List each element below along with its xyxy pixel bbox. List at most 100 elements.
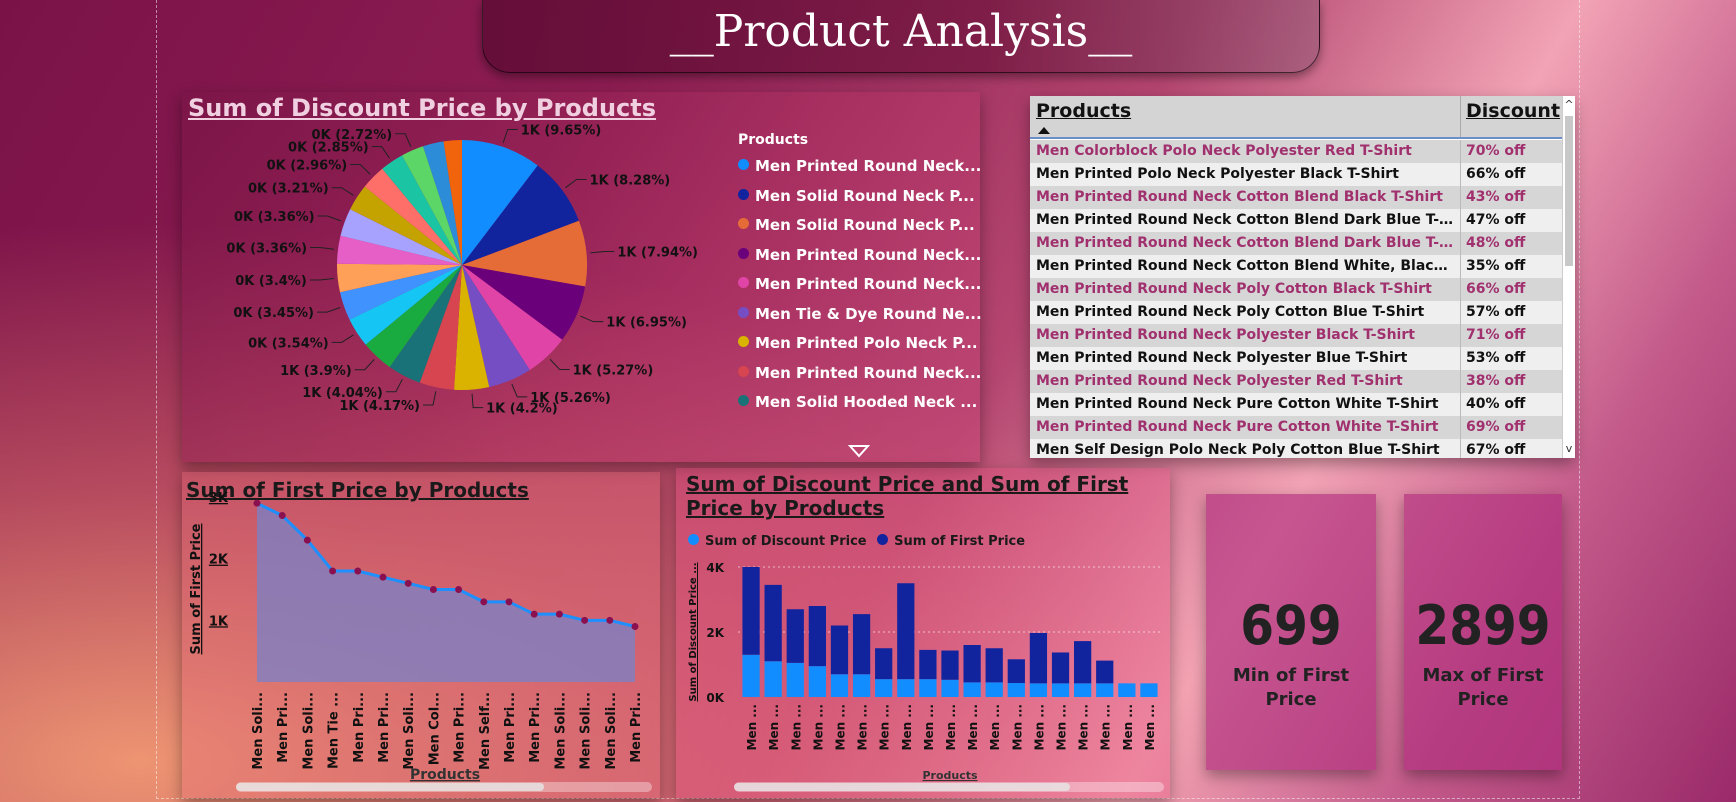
bar-first-price[interactable]	[963, 645, 981, 683]
pie-legend-item[interactable]: Men Printed Polo Neck P...	[738, 334, 978, 352]
bar-first-price[interactable]	[1029, 632, 1048, 684]
bar-first-price[interactable]	[764, 584, 782, 662]
data-point[interactable]	[253, 499, 261, 507]
bar-first-price[interactable]	[1007, 659, 1025, 684]
pie-chart[interactable]: 1K (9.65%) 1K (8.28%) 1K (7.94%) 1K (6.95%)…	[182, 92, 742, 462]
table-row[interactable]: Men Printed Round Neck Cotton Blend Blac…	[1030, 186, 1562, 209]
table-row[interactable]: Men Printed Round Neck Poly Cotton Black…	[1030, 278, 1562, 301]
pie-slice[interactable]	[337, 263, 462, 293]
column-header-products[interactable]: Products	[1036, 100, 1132, 122]
bar-discount-price[interactable]	[1007, 683, 1025, 697]
bar-discount-price[interactable]	[1029, 683, 1048, 697]
bar-first-price[interactable]	[985, 648, 1003, 683]
bar-first-price[interactable]	[941, 650, 959, 680]
table-row[interactable]: Men Printed Round Neck Cotton Blend Whit…	[1030, 255, 1562, 278]
data-point[interactable]	[329, 567, 337, 575]
pie-slice[interactable]	[389, 265, 462, 383]
pie-slice[interactable]	[364, 168, 462, 265]
combined-price-bar-chart[interactable]: 0K 2K 4K Sum of Discount Price ... Men ... Me…	[676, 468, 1170, 798]
bar-discount-price[interactable]	[808, 666, 826, 697]
bar-first-price[interactable]	[1074, 641, 1092, 684]
bar-discount-price[interactable]	[963, 682, 981, 697]
scroll-thumb[interactable]	[1565, 116, 1573, 266]
pie-slice[interactable]	[443, 140, 462, 265]
bar-first-price[interactable]	[742, 567, 760, 655]
pie-slice[interactable]	[423, 141, 462, 265]
table-row[interactable]: Men Printed Round Neck Cotton Blend Dark…	[1030, 209, 1562, 232]
scroll-up-icon[interactable]: ^	[1564, 98, 1574, 111]
data-point[interactable]	[303, 536, 311, 544]
product-discount-table[interactable]: Products Discount Men Colorblock Polo Ne…	[1030, 96, 1575, 458]
bar-discount-price[interactable]	[786, 662, 804, 697]
bar-discount-price[interactable]	[852, 674, 871, 697]
data-point[interactable]	[429, 586, 437, 593]
bar-first-price[interactable]	[1051, 652, 1070, 684]
data-point[interactable]	[354, 567, 362, 575]
line-chart-hscrollbar[interactable]	[236, 782, 652, 792]
table-row[interactable]: Men Printed Round Neck Polyester Black T…	[1030, 324, 1562, 347]
table-scrollbar[interactable]: ^ v	[1562, 96, 1575, 458]
bar-first-price[interactable]	[830, 625, 849, 675]
bar-discount-price[interactable]	[1074, 683, 1092, 697]
pie-slice[interactable]	[382, 155, 462, 265]
data-point[interactable]	[505, 598, 513, 606]
column-header-discount[interactable]: Discount	[1466, 100, 1561, 122]
sort-ascending-icon[interactable]	[1038, 127, 1050, 134]
pie-slice[interactable]	[350, 186, 462, 265]
table-row[interactable]: Men Self Design Polo Neck Poly Cotton Bl…	[1030, 439, 1562, 458]
pie-slice[interactable]	[402, 146, 462, 265]
first-price-area-chart[interactable]: 1K 2K 3K Sum of First Price Men Soli... Men P…	[182, 472, 660, 798]
bar-discount-price[interactable]	[764, 661, 782, 697]
table-row[interactable]: Men Printed Round Neck Polyester Blue T-…	[1030, 347, 1562, 370]
data-point[interactable]	[631, 623, 639, 630]
bar-discount-price[interactable]	[919, 679, 937, 697]
pie-slice[interactable]	[419, 265, 462, 390]
pie-slice[interactable]	[340, 209, 462, 265]
bar-first-price[interactable]	[875, 648, 893, 680]
bar-discount-price[interactable]	[1118, 683, 1136, 697]
bar-discount-price[interactable]	[941, 679, 959, 697]
pie-legend-item[interactable]: Men Solid Round Neck P...	[738, 216, 975, 234]
pie-slice[interactable]	[462, 165, 579, 265]
bar-discount-price[interactable]	[1051, 683, 1070, 697]
data-point[interactable]	[530, 610, 538, 618]
bar-first-price[interactable]	[897, 583, 915, 680]
max-first-price-card[interactable]: 2899 Max of First Price	[1404, 494, 1562, 770]
data-point[interactable]	[278, 512, 286, 519]
pie-legend-item[interactable]: Men Printed Round Neck...	[738, 157, 981, 175]
pie-slice[interactable]	[365, 265, 462, 367]
pie-legend-item[interactable]: Men Printed Round Neck...	[738, 246, 981, 264]
bar-discount-price[interactable]	[1096, 683, 1114, 697]
pie-slice[interactable]	[462, 220, 587, 287]
legend-more-icon[interactable]	[848, 444, 870, 458]
bar-chart-hscroll-thumb[interactable]	[734, 783, 1070, 791]
min-first-price-card[interactable]: 699 Min of First Price	[1206, 494, 1376, 770]
pie-legend-item[interactable]: Men Solid Hooded Neck ...	[738, 393, 977, 411]
table-row[interactable]: Men Printed Round Neck Pure Cotton White…	[1030, 416, 1562, 439]
pie-slice[interactable]	[349, 265, 462, 345]
line-chart-hscroll-thumb[interactable]	[236, 783, 544, 791]
data-point[interactable]	[455, 586, 463, 593]
bar-discount-price[interactable]	[1140, 683, 1158, 697]
scroll-down-icon[interactable]: v	[1565, 442, 1573, 455]
bar-first-price[interactable]	[852, 614, 871, 675]
bar-chart-hscrollbar[interactable]	[734, 782, 1164, 792]
table-row[interactable]: Men Printed Round Neck Pure Cotton White…	[1030, 393, 1562, 416]
table-row[interactable]: Men Printed Round Neck Cotton Blend Dark…	[1030, 232, 1562, 255]
pie-slice[interactable]	[340, 265, 462, 320]
pie-slice[interactable]	[337, 235, 462, 265]
pie-legend-item[interactable]: Men Solid Round Neck P...	[738, 187, 975, 205]
data-point[interactable]	[581, 616, 589, 624]
pie-slice[interactable]	[462, 265, 563, 370]
table-row[interactable]: Men Printed Round Neck Poly Cotton Blue …	[1030, 301, 1562, 324]
bar-first-price[interactable]	[1096, 660, 1114, 684]
pie-legend-item[interactable]: Men Printed Round Neck...	[738, 364, 981, 382]
data-point[interactable]	[480, 598, 488, 606]
pie-legend-item[interactable]: Men Tie & Dye Round Ne...	[738, 305, 982, 323]
table-row[interactable]: Men Colorblock Polo Neck Polyester Red T…	[1030, 140, 1562, 163]
data-point[interactable]	[606, 616, 614, 624]
table-row[interactable]: Men Printed Round Neck Polyester Red T-S…	[1030, 370, 1562, 393]
bar-discount-price[interactable]	[875, 679, 893, 697]
data-point[interactable]	[555, 610, 563, 618]
bar-discount-price[interactable]	[742, 654, 760, 697]
